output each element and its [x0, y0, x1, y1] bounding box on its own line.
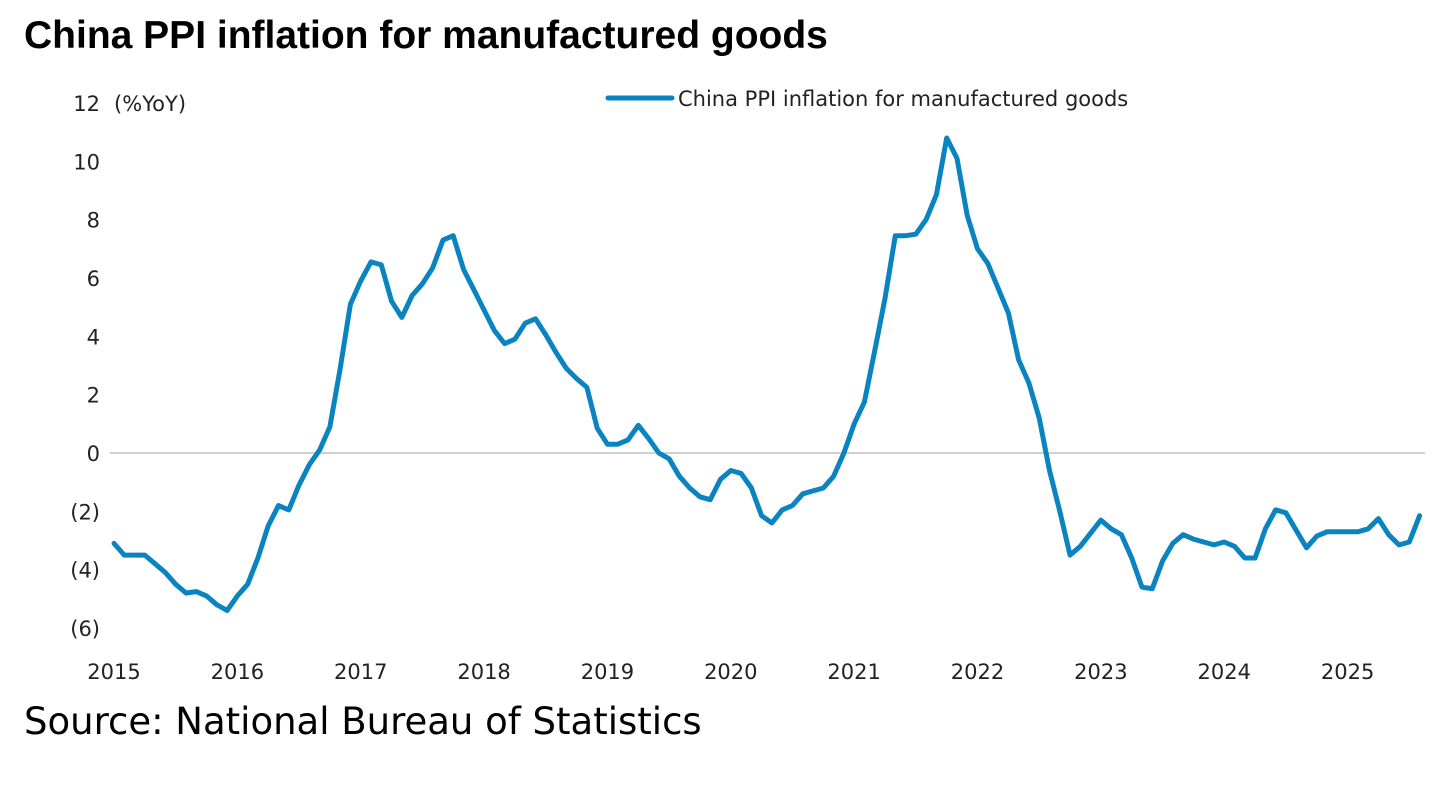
y-tick-label: 10: [73, 150, 100, 174]
y-tick-label: 8: [87, 209, 100, 233]
chart-title: China PPI inflation for manufactured goo…: [24, 14, 828, 57]
x-tick-label: 2021: [827, 660, 880, 684]
y-axis-unit-label: (%YoY): [114, 92, 186, 116]
y-tick-label: (2): [70, 500, 100, 524]
y-tick-label: 0: [87, 442, 100, 466]
x-tick-label: 2025: [1321, 660, 1374, 684]
x-tick-label: 2023: [1074, 660, 1127, 684]
x-tick-label: 2018: [457, 660, 510, 684]
y-tick-label: 4: [87, 325, 100, 349]
x-tick-label: 2017: [334, 660, 387, 684]
x-tick-label: 2022: [951, 660, 1004, 684]
y-tick-label: 12: [73, 92, 100, 116]
x-tick-label: 2016: [211, 660, 264, 684]
y-tick-label: 6: [87, 267, 100, 291]
x-tick-label: 2015: [87, 660, 140, 684]
x-tick-label: 2024: [1198, 660, 1251, 684]
x-tick-label: 2020: [704, 660, 757, 684]
y-tick-label: (4): [70, 559, 100, 583]
y-tick-label: (6): [70, 617, 100, 641]
x-tick-label: 2019: [581, 660, 634, 684]
source-note: Source: National Bureau of Statistics: [24, 700, 702, 743]
legend-label: China PPI inflation for manufactured goo…: [678, 87, 1128, 111]
y-tick-label: 2: [87, 384, 100, 408]
series-line-china-ppi: [111, 135, 1423, 613]
